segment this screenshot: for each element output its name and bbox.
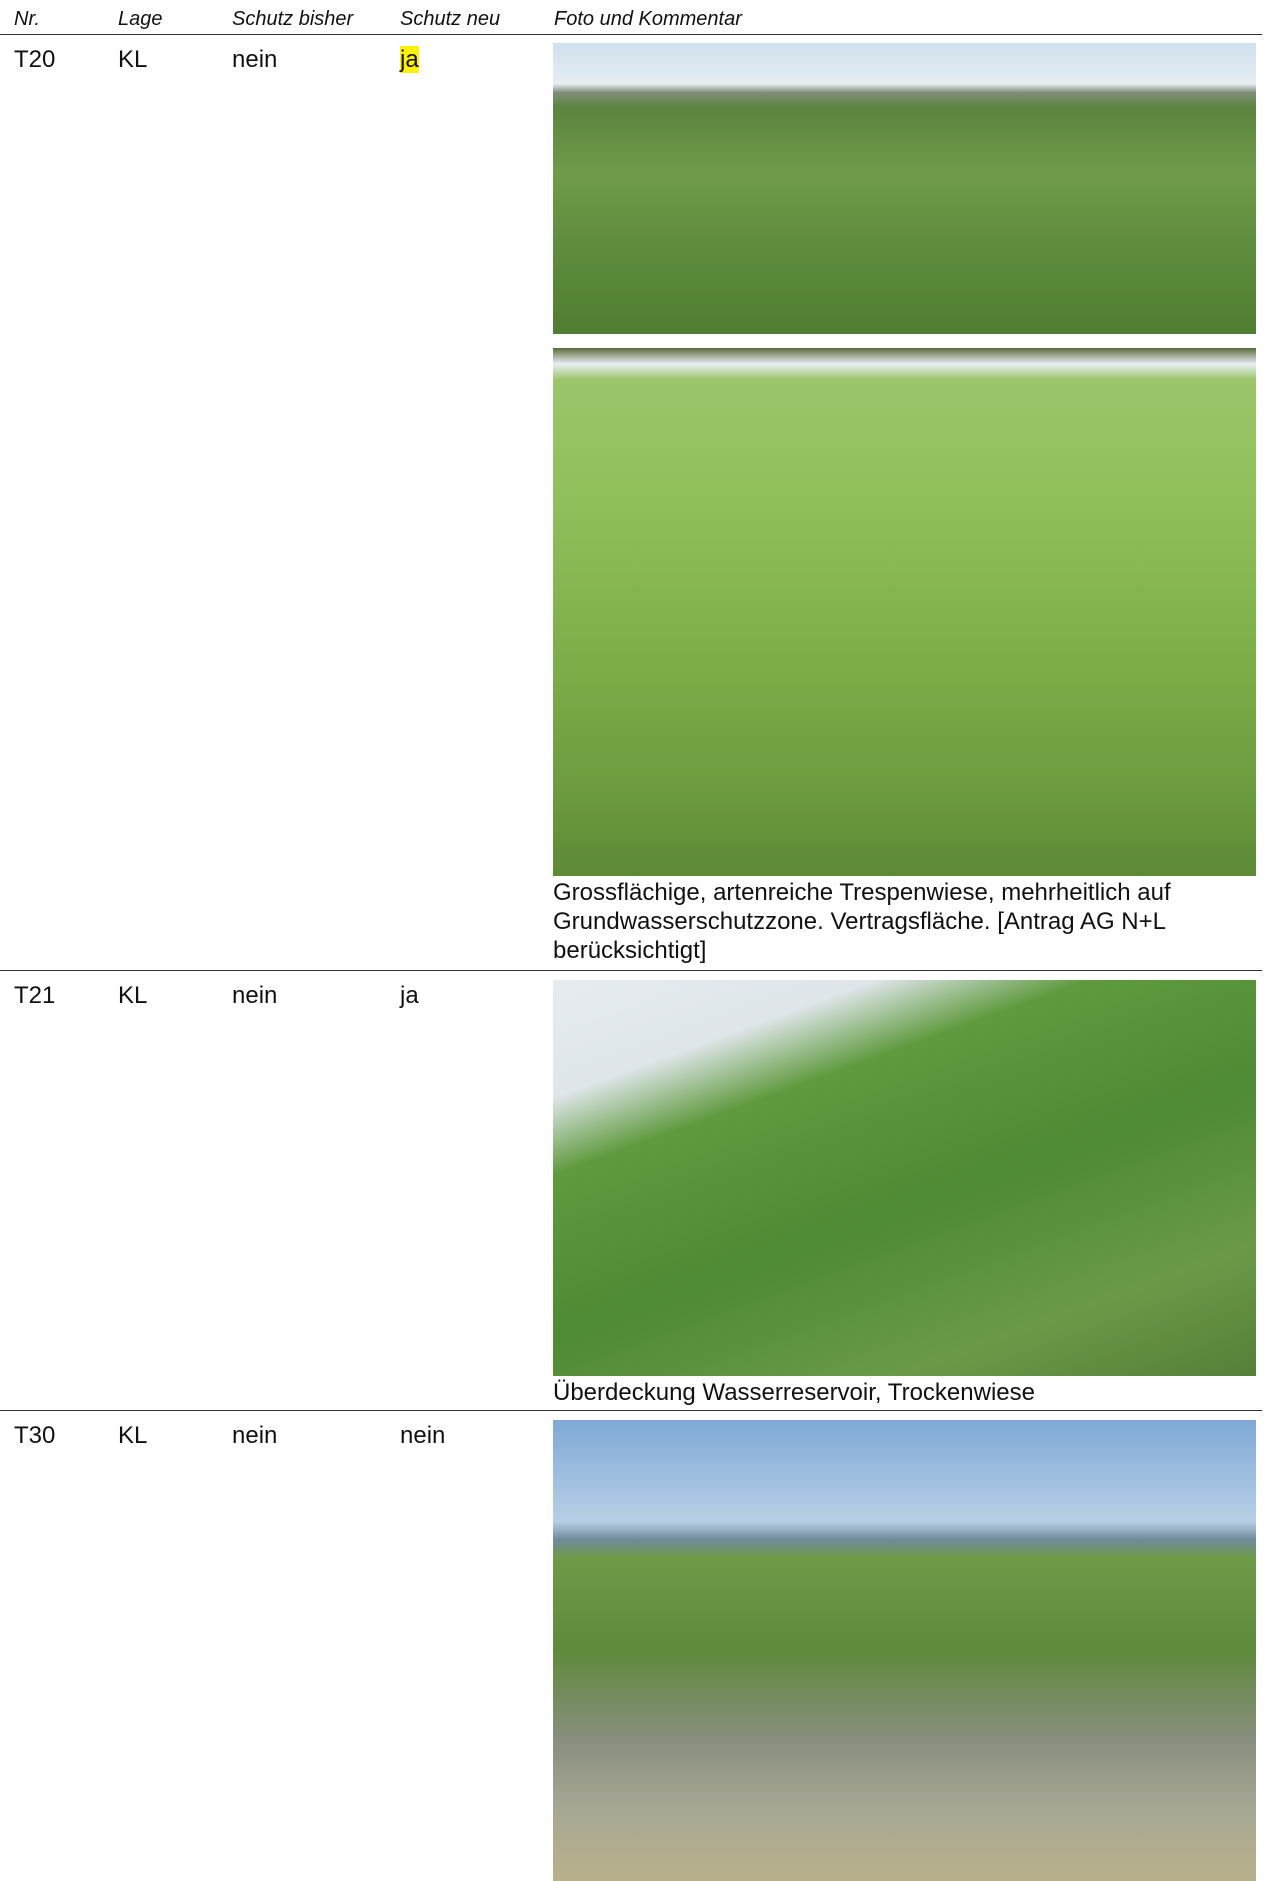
cell-lage: KL	[118, 46, 148, 73]
cell-schutz-neu: ja	[400, 46, 419, 73]
row-rule	[0, 970, 1262, 971]
cell-schutz-neu: nein	[400, 1422, 446, 1449]
column-header: Lage	[118, 8, 163, 30]
cell-nr: T21	[14, 982, 56, 1009]
column-header: Schutz neu	[400, 8, 501, 30]
column-header: Nr.	[14, 8, 40, 30]
cell-schutz-neu: ja	[400, 982, 419, 1009]
comment: Überdeckung Wasserreservoir, Trockenwies…	[553, 1379, 1035, 1406]
cell-lage: KL	[118, 1422, 148, 1449]
cell-nr: T30	[14, 1422, 56, 1449]
cell-nr: T20	[14, 46, 56, 73]
cell-schutz-bisher: nein	[232, 982, 278, 1009]
cell-lage: KL	[118, 982, 148, 1009]
row-rule	[0, 1410, 1262, 1411]
column-header: Foto und Kommentar	[554, 8, 742, 30]
photo-meadow	[553, 348, 1256, 876]
photo-road	[553, 1420, 1256, 1881]
photo-slope	[553, 980, 1256, 1376]
cell-schutz-bisher: nein	[232, 1422, 278, 1449]
photo-meadow	[553, 43, 1256, 334]
column-header: Schutz bisher	[232, 8, 354, 30]
comment: Grossflächige, artenreiche Trespenwiese,…	[553, 879, 1171, 964]
header-rule	[0, 34, 1262, 35]
cell-schutz-bisher: nein	[232, 46, 278, 73]
